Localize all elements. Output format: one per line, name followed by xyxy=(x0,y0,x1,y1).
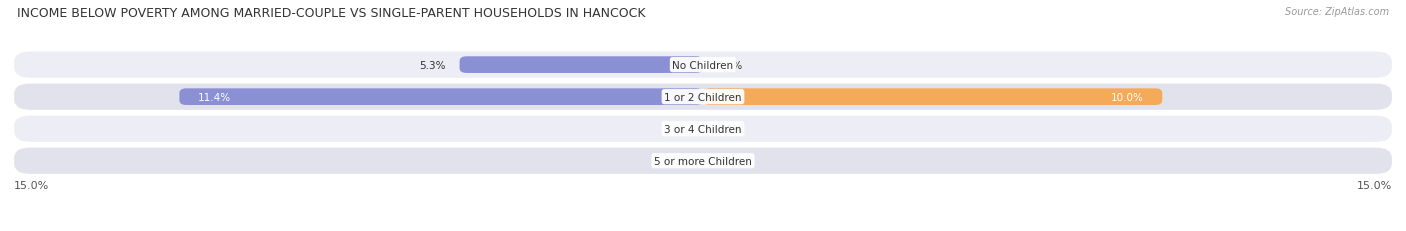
Text: 11.4%: 11.4% xyxy=(198,92,231,102)
Text: 0.0%: 0.0% xyxy=(664,156,689,166)
FancyBboxPatch shape xyxy=(14,148,1392,174)
Text: Source: ZipAtlas.com: Source: ZipAtlas.com xyxy=(1285,7,1389,17)
Text: 0.0%: 0.0% xyxy=(717,156,742,166)
Text: 10.0%: 10.0% xyxy=(1111,92,1144,102)
Text: 15.0%: 15.0% xyxy=(1357,180,1392,190)
Text: 1 or 2 Children: 1 or 2 Children xyxy=(664,92,742,102)
Text: 3 or 4 Children: 3 or 4 Children xyxy=(664,124,742,134)
FancyBboxPatch shape xyxy=(14,116,1392,142)
Text: 5.3%: 5.3% xyxy=(419,60,446,70)
FancyBboxPatch shape xyxy=(14,84,1392,110)
Text: 5 or more Children: 5 or more Children xyxy=(654,156,752,166)
FancyBboxPatch shape xyxy=(460,57,703,74)
FancyBboxPatch shape xyxy=(703,89,1163,106)
Text: 0.0%: 0.0% xyxy=(664,124,689,134)
Text: No Children: No Children xyxy=(672,60,734,70)
Text: 0.0%: 0.0% xyxy=(717,124,742,134)
Text: 15.0%: 15.0% xyxy=(14,180,49,190)
Text: 0.0%: 0.0% xyxy=(717,60,742,70)
FancyBboxPatch shape xyxy=(180,89,703,106)
Text: INCOME BELOW POVERTY AMONG MARRIED-COUPLE VS SINGLE-PARENT HOUSEHOLDS IN HANCOCK: INCOME BELOW POVERTY AMONG MARRIED-COUPL… xyxy=(17,7,645,20)
FancyBboxPatch shape xyxy=(14,52,1392,78)
